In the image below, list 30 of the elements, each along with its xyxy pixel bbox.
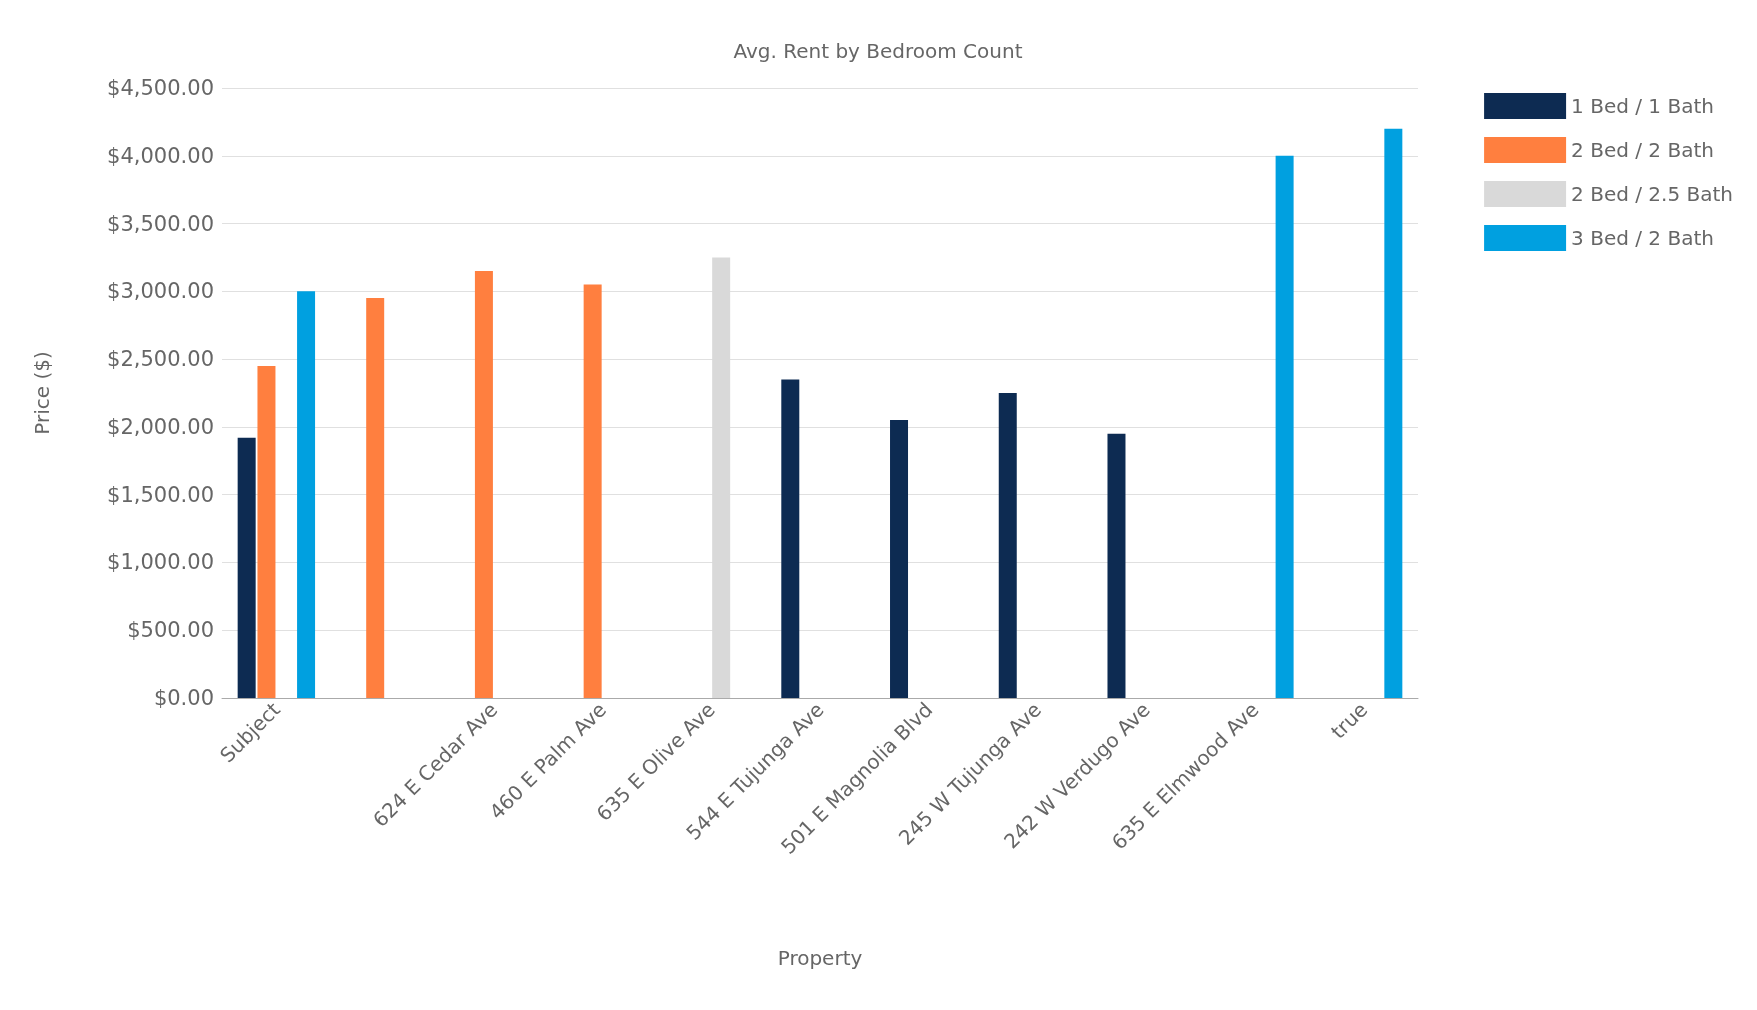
- y-tick-label: $2,500.00: [107, 347, 214, 372]
- y-tick-label: $4,000.00: [107, 143, 214, 168]
- legend-label: 2 Bed / 2.5 Bath: [1571, 182, 1734, 206]
- y-axis-title: Price ($): [30, 351, 54, 435]
- x-tick-label: true: [1326, 697, 1373, 744]
- bar: [583, 284, 602, 698]
- bar: [1275, 155, 1294, 698]
- bar: [1107, 433, 1126, 698]
- y-tick-label: $2,000.00: [107, 414, 214, 439]
- bar: [237, 437, 256, 698]
- legend-label: 3 Bed / 2 Bath: [1571, 226, 1714, 250]
- y-tick-label: $500.00: [127, 618, 214, 643]
- y-tick-label: $4,500.00: [107, 76, 214, 100]
- y-tick-label: $0.00: [153, 686, 214, 710]
- y-tick-label: $3,000.00: [107, 279, 214, 304]
- bar: [781, 379, 800, 698]
- y-tick-label: $3,500.00: [107, 211, 214, 236]
- chart-title: Avg. Rent by Bedroom Count: [733, 39, 1023, 63]
- y-tick-label: $1,500.00: [107, 482, 214, 507]
- legend-label: 1 Bed / 1 Bath: [1571, 94, 1714, 118]
- bar: [998, 393, 1017, 698]
- legend-label: 2 Bed / 2 Bath: [1571, 138, 1714, 162]
- y-tick-label: $1,000.00: [107, 550, 214, 575]
- bar: [297, 291, 316, 698]
- bar: [474, 271, 493, 698]
- bar: [890, 420, 909, 698]
- bar: [366, 298, 385, 698]
- x-axis-title: Property: [777, 946, 863, 970]
- bar: [1384, 128, 1403, 698]
- bar: [257, 365, 276, 698]
